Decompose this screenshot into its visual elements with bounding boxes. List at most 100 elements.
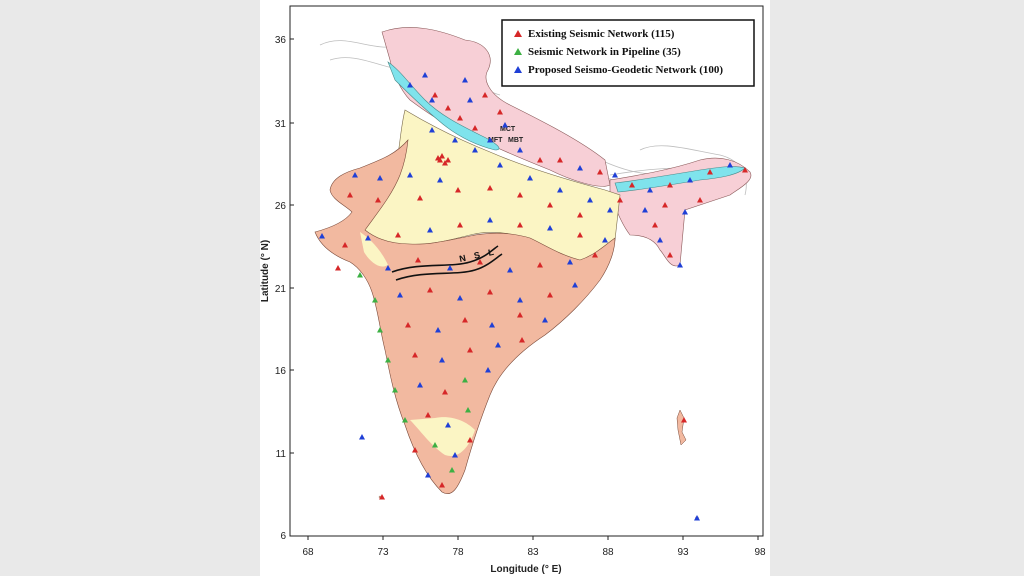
mbt-label: MBT xyxy=(508,137,524,144)
existing-station-marker xyxy=(652,222,658,228)
y-axis: 36 31 26 21 16 11 6 xyxy=(275,35,294,542)
existing-station-marker xyxy=(445,105,451,111)
existing-station-marker xyxy=(519,337,525,343)
legend-label-existing: Existing Seismic Network (115) xyxy=(528,28,675,40)
proposed-station-marker xyxy=(447,265,453,271)
pipeline-station-marker xyxy=(449,467,455,473)
proposed-station-marker xyxy=(727,162,733,168)
existing-station-marker xyxy=(482,92,488,98)
x-tick-label: 88 xyxy=(602,547,614,558)
proposed-station-marker xyxy=(429,97,435,103)
existing-station-marker xyxy=(412,447,418,453)
y-tick-label: 16 xyxy=(275,366,287,377)
proposed-station-marker xyxy=(694,515,700,521)
proposed-station-marker xyxy=(577,165,583,171)
proposed-station-marker xyxy=(437,177,443,183)
proposed-station-marker xyxy=(452,137,458,143)
proposed-station-marker xyxy=(487,137,493,143)
x-tick-label: 98 xyxy=(754,547,766,558)
proposed-station-marker xyxy=(517,147,523,153)
x-tick-label: 73 xyxy=(377,547,389,558)
proposed-station-marker xyxy=(612,172,618,178)
existing-station-marker xyxy=(629,182,635,188)
existing-station-marker xyxy=(432,92,438,98)
legend: Existing Seismic Network (115) Seismic N… xyxy=(501,19,755,87)
existing-station-marker xyxy=(335,265,341,271)
existing-station-marker xyxy=(577,212,583,218)
y-tick-label: 36 xyxy=(275,35,287,46)
legend-marker-pipeline xyxy=(514,48,522,55)
proposed-station-marker xyxy=(542,317,548,323)
existing-station-marker xyxy=(667,182,673,188)
station-markers xyxy=(319,72,748,521)
x-tick-label: 78 xyxy=(452,547,464,558)
existing-station-marker xyxy=(442,160,448,166)
x-axis-title: Longitude (° E) xyxy=(490,564,561,575)
pipeline-station-marker xyxy=(432,442,438,448)
y-tick-label: 21 xyxy=(275,284,287,295)
x-tick-label: 83 xyxy=(527,547,539,558)
existing-station-marker xyxy=(395,232,401,238)
existing-station-marker xyxy=(415,257,421,263)
proposed-station-marker xyxy=(467,97,473,103)
existing-station-marker xyxy=(445,157,451,163)
existing-station-marker xyxy=(547,202,553,208)
proposed-station-marker xyxy=(642,207,648,213)
existing-station-marker xyxy=(412,352,418,358)
existing-station-marker xyxy=(379,494,385,500)
y-tick-label: 26 xyxy=(275,201,287,212)
existing-station-marker xyxy=(427,287,433,293)
pipeline-station-marker xyxy=(372,297,378,303)
proposed-station-marker xyxy=(682,209,688,215)
proposed-station-marker xyxy=(647,187,653,193)
proposed-station-marker xyxy=(397,292,403,298)
nsl-lineament xyxy=(391,245,503,281)
pipeline-station-marker xyxy=(357,272,363,278)
peninsular-india xyxy=(314,139,616,494)
existing-station-marker xyxy=(667,252,673,258)
existing-station-marker xyxy=(547,292,553,298)
proposed-station-marker xyxy=(497,162,503,168)
proposed-station-marker xyxy=(557,187,563,193)
existing-station-marker xyxy=(697,197,703,203)
proposed-station-marker xyxy=(377,175,383,181)
existing-station-marker xyxy=(662,202,668,208)
existing-station-marker xyxy=(617,197,623,203)
existing-station-marker xyxy=(517,312,523,318)
existing-station-marker xyxy=(557,157,563,163)
proposed-station-marker xyxy=(407,172,413,178)
proposed-station-marker xyxy=(319,233,325,239)
existing-station-marker xyxy=(405,322,411,328)
existing-station-marker xyxy=(347,192,353,198)
proposed-station-marker xyxy=(359,434,365,440)
existing-station-marker xyxy=(742,167,748,173)
existing-station-marker xyxy=(707,169,713,175)
pipeline-station-marker xyxy=(465,407,471,413)
existing-station-marker xyxy=(472,125,478,131)
y-tick-label: 31 xyxy=(275,119,287,130)
existing-station-marker xyxy=(487,289,493,295)
proposed-station-marker xyxy=(457,295,463,301)
existing-station-marker xyxy=(462,317,468,323)
proposed-station-marker xyxy=(462,77,468,83)
existing-station-marker xyxy=(517,222,523,228)
legend-box xyxy=(501,19,755,87)
proposed-station-marker xyxy=(572,282,578,288)
proposed-station-marker xyxy=(385,265,391,271)
proposed-station-marker xyxy=(425,472,431,478)
proposed-station-marker xyxy=(567,259,573,265)
proposed-station-marker xyxy=(485,367,491,373)
proposed-station-marker xyxy=(657,237,663,243)
legend-marker-existing xyxy=(514,30,522,37)
proposed-station-marker xyxy=(587,197,593,203)
existing-station-marker xyxy=(342,242,348,248)
existing-station-marker xyxy=(435,155,441,161)
pipeline-station-marker xyxy=(377,327,383,333)
existing-station-marker xyxy=(467,437,473,443)
map-figure: N S L MCT MFT MBT 68 73 78 83 88 93 98 3… xyxy=(260,0,770,576)
proposed-station-marker xyxy=(365,235,371,241)
y-tick-label: 6 xyxy=(280,531,286,542)
existing-station-marker xyxy=(681,417,687,423)
existing-station-marker xyxy=(477,259,483,265)
proposed-station-marker xyxy=(487,217,493,223)
